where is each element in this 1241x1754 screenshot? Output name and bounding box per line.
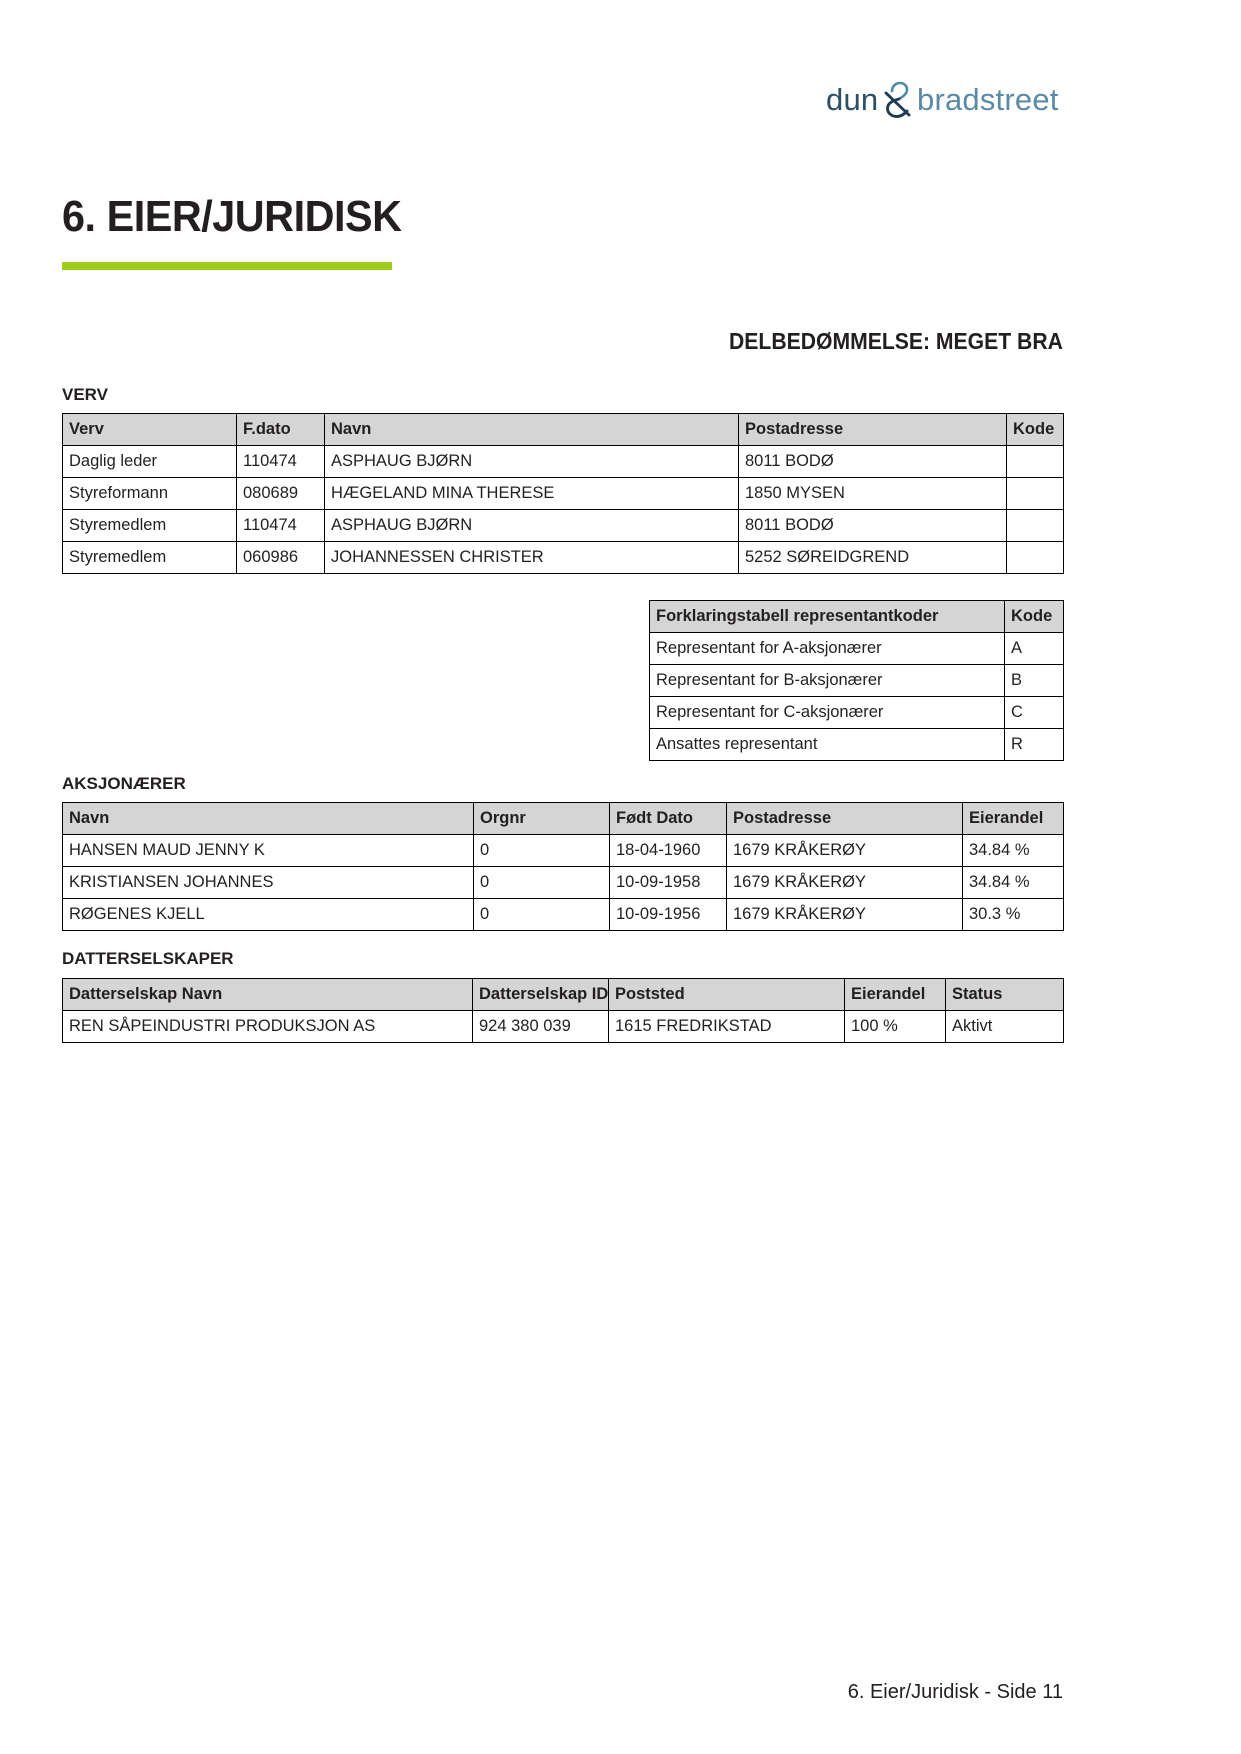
svg-text:bradstreet: bradstreet (917, 82, 1059, 117)
svg-text:dun: dun (826, 82, 878, 117)
